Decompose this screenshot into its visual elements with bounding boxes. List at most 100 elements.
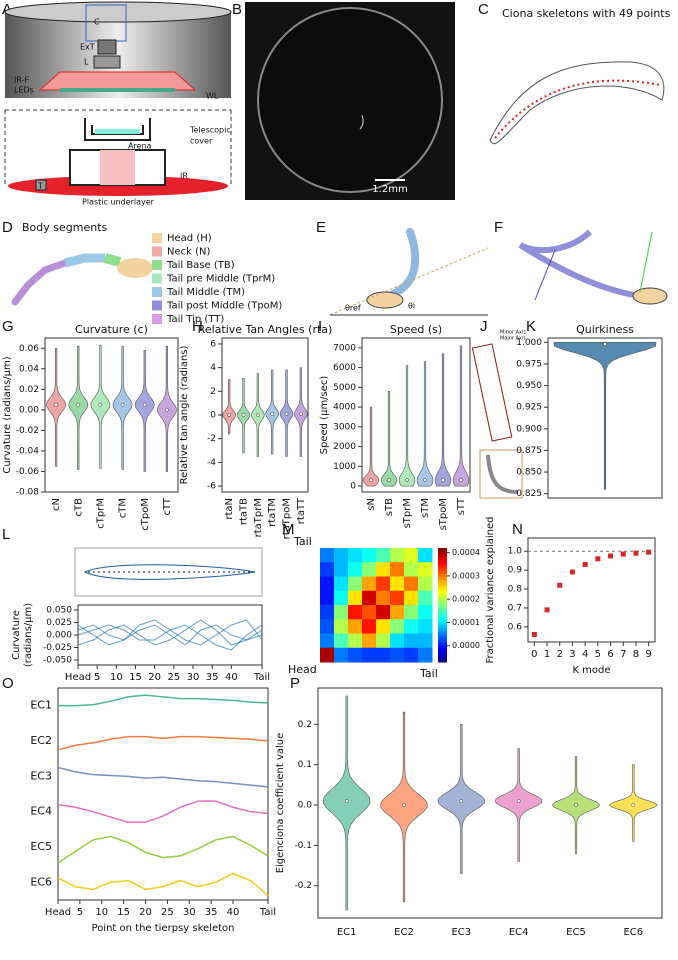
x-axis-label: Point on the tierpsy skeleton [92,923,235,934]
colorbar-step [438,647,447,652]
x-tick-label: rtaTpoM [282,498,293,539]
heat-cell [334,548,349,563]
heat-cell [320,576,335,592]
legend-label: Neck (N) [167,247,210,258]
corner-label: Head [288,663,317,676]
colorbar-step [438,610,447,615]
y-tick-label: 0.950 [516,381,542,391]
heat-cell [334,605,349,620]
x-tick-label: 35 [205,907,218,918]
tangent [534,249,556,301]
y-tick-label: 0 [350,482,356,492]
median [516,799,521,803]
arena-photo: 1.2mm [245,2,455,200]
violin [362,406,380,487]
legend-swatch [152,260,162,270]
violin [322,695,371,911]
x-tick-label: sTT [456,497,467,515]
x-tick-label: sTpoM [438,498,449,530]
heat-cell [376,605,391,620]
point [620,551,626,557]
colorbar-step [438,602,447,606]
heat-cell [362,562,377,577]
x-tick-label: 20 [139,907,152,918]
segments-panel: Body segments [11,221,153,306]
violin [222,379,237,435]
leds [38,71,197,91]
water [95,129,140,134]
median [270,411,275,416]
legend-label: Tail Base (TB) [166,260,235,271]
y-tick-label: -0.1 [294,841,312,851]
median [255,413,260,417]
heat-cell [362,576,377,592]
colorbar-step [438,653,447,657]
y-tick-label: -0.050 [43,656,72,666]
heat-cell [320,605,335,620]
colorbar-step [438,556,447,560]
point [633,550,639,556]
panel-letter: B [232,1,242,18]
heat-cell [334,576,349,592]
heat-cell [418,619,433,634]
y-tick-label: 1000 [333,462,356,472]
x-tick-label: 30 [183,907,196,918]
colorbar-step [438,567,447,572]
legend-swatch [152,287,162,297]
heat-cell [334,647,349,663]
x-tick-label: 5 [77,907,83,918]
angle-label: θi [408,302,415,311]
legend-label: Head (H) [167,233,212,244]
x-tick-label: 0 [531,649,537,660]
colorbar-step [438,562,447,566]
x-tick-label: cN [51,498,62,511]
x-tick-label: EC6 [623,927,643,938]
y-tick-label: 0.025 [46,618,72,628]
y-tick-label: 5000 [333,383,356,393]
outline-box [74,547,263,597]
colorbar-step [438,548,447,552]
y-tick-label: 0.02 [19,385,39,395]
heat-cell [376,619,391,634]
label: Telescopic [189,126,231,135]
panel-letter: M [282,521,295,538]
worm-base [103,253,122,267]
median [142,402,147,407]
x-tick-label: cTM [118,498,129,518]
x-tick-label: 15 [129,672,142,683]
heat-cell [404,633,419,649]
heat-cell [320,590,335,606]
violin [380,391,398,487]
heat-cell [390,562,405,577]
x-tick-label: rtaTB [239,498,250,525]
point [595,556,601,562]
x-tick-label: sTprM [402,498,413,528]
ir-beam [100,150,135,185]
y-tick-label: -0.025 [43,643,72,653]
label: T [37,182,43,191]
heat-cell [390,576,405,592]
series-line [77,619,263,646]
panel-letter: A [2,1,12,18]
heat-cell [376,590,391,606]
x-tick-label: 10 [95,907,108,918]
major-box [479,449,523,499]
cylinder-top [4,1,232,23]
median [76,402,81,407]
heat-cell [362,647,377,663]
panel-letter: C [478,1,489,18]
series-line [77,624,263,651]
colorbar-step [438,636,447,640]
panel-title: Body segments [22,221,108,234]
x-tick-label: EC1 [337,927,357,938]
panel-letter: H [192,318,203,335]
heat-cell [404,562,419,577]
y-tick-label: -0.2 [294,881,312,891]
median [387,478,391,483]
heat-cell [334,619,349,634]
y-tick-label: 0.8 [508,585,523,595]
x-tick-label: sN [366,498,377,511]
median [227,413,232,417]
y-tick-label: 2000 [333,442,356,452]
x-tick-label: Tail [253,672,270,683]
